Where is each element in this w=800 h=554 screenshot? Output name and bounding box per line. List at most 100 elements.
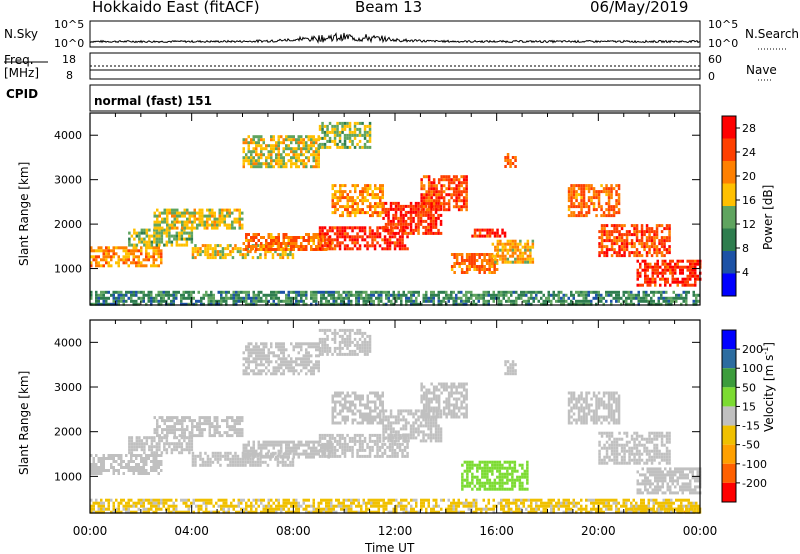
data-cell <box>270 345 273 349</box>
data-cell <box>435 196 438 200</box>
data-cell <box>506 156 510 159</box>
cpid-value: normal (fast) 151 <box>94 94 212 108</box>
data-cell <box>252 138 255 142</box>
data-cell <box>305 293 308 297</box>
data-cell <box>201 428 204 432</box>
data-cell <box>155 258 158 262</box>
data-cell <box>630 302 633 306</box>
data-cell <box>422 424 425 428</box>
data-cell <box>317 363 320 367</box>
data-cell <box>190 228 194 232</box>
data-cell <box>138 439 141 443</box>
data-cell <box>218 223 221 227</box>
data-cell <box>212 296 215 300</box>
data-cell <box>291 256 295 260</box>
data-cell <box>318 241 322 245</box>
data-cell <box>450 415 453 419</box>
data-cell <box>307 443 310 447</box>
data-cell <box>338 247 342 251</box>
data-cell <box>130 451 134 455</box>
data-cell <box>333 133 337 137</box>
data-cell <box>651 265 654 269</box>
data-cell <box>587 293 590 297</box>
data-cell <box>231 256 235 260</box>
data-cell <box>627 296 630 300</box>
data-cell <box>478 271 481 274</box>
data-cell <box>280 159 283 163</box>
data-cell <box>435 199 438 203</box>
data-cell <box>208 223 211 227</box>
data-cell <box>432 219 435 223</box>
data-cell <box>138 234 141 238</box>
data-cell <box>427 403 431 407</box>
data-cell <box>236 434 239 438</box>
data-cell <box>100 290 103 294</box>
data-cell <box>388 244 392 248</box>
data-cell <box>247 363 250 367</box>
data-cell <box>147 246 150 250</box>
data-cell <box>407 231 410 235</box>
data-cell <box>371 241 374 245</box>
data-cell <box>394 222 398 226</box>
data-cell <box>462 388 466 392</box>
data-cell <box>565 299 568 303</box>
data-cell <box>605 299 608 303</box>
data-cell <box>217 299 220 303</box>
data-cell <box>302 162 305 166</box>
data-cell <box>414 228 418 232</box>
data-cell <box>221 208 224 212</box>
data-cell <box>331 448 334 452</box>
data-cell <box>202 293 205 297</box>
data-cell <box>201 214 204 218</box>
data-cell <box>643 242 646 246</box>
data-cell <box>292 242 295 245</box>
data-cell <box>160 237 164 241</box>
data-cell <box>392 430 395 434</box>
data-cell <box>280 342 283 346</box>
data-cell <box>176 226 179 230</box>
data-cell <box>328 247 332 251</box>
data-cell <box>213 223 216 227</box>
data-cell <box>575 196 578 200</box>
data-cell <box>145 469 148 472</box>
data-cell <box>128 243 131 247</box>
data-cell <box>419 222 423 226</box>
data-cell <box>684 280 687 284</box>
data-cell <box>157 246 160 250</box>
data-cell <box>145 442 149 446</box>
data-cell <box>323 238 327 242</box>
data-cell <box>110 302 113 306</box>
data-cell <box>526 245 530 249</box>
data-cell <box>214 253 217 257</box>
data-cell <box>562 299 565 303</box>
data-cell <box>365 302 368 306</box>
data-cell <box>575 190 578 194</box>
data-cell <box>230 293 233 297</box>
data-cell <box>297 144 300 148</box>
data-cell <box>152 463 155 466</box>
data-cell <box>679 259 682 263</box>
data-cell <box>617 184 621 188</box>
data-cell <box>158 214 161 218</box>
data-cell <box>307 239 310 242</box>
data-cell <box>361 193 364 197</box>
data-cell <box>201 434 204 438</box>
data-cell <box>142 472 145 475</box>
data-cell <box>138 231 141 235</box>
data-cell <box>607 211 611 215</box>
data-cell <box>166 208 169 212</box>
data-cell <box>450 268 454 271</box>
data-cell <box>280 372 283 376</box>
data-cell <box>327 290 330 294</box>
data-cell <box>295 360 298 364</box>
data-cell <box>613 236 616 240</box>
data-cell <box>660 290 663 294</box>
data-cell <box>270 296 273 300</box>
data-cell <box>285 138 288 142</box>
data-cell <box>667 299 670 303</box>
data-cell <box>265 372 268 376</box>
data-cell <box>531 245 535 249</box>
data-cell <box>692 290 695 294</box>
data-cell <box>160 463 163 466</box>
data-cell <box>358 139 362 143</box>
